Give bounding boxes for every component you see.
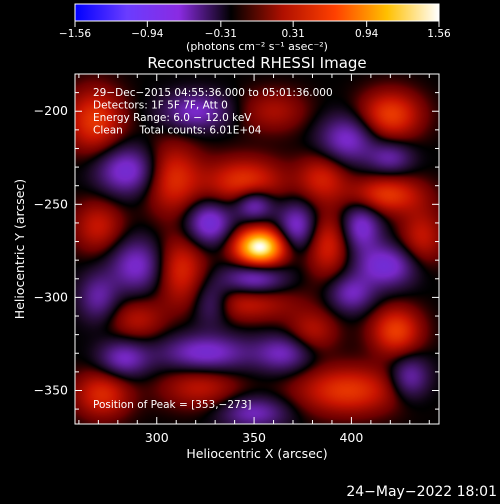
colorbar-ticks: −1.56 −0.94 −0.31 0.31 0.94 1.56	[59, 21, 451, 40]
observation-info: 29−Dec−2015 04:55:36.000 to 05:01:36.000…	[93, 87, 333, 137]
colorbar	[74, 3, 440, 22]
colorbar-unit-label: (photons cm⁻² s⁻¹ asec⁻²)	[186, 40, 328, 53]
x-tick-label: 300	[145, 430, 169, 445]
observation-info-line: 29−Dec−2015 04:55:36.000 to 05:01:36.000	[93, 87, 333, 99]
y-axis-ticks: −200 −250 −300 −350	[34, 73, 439, 410]
y-tick-label: −300	[34, 289, 68, 304]
y-tick-label: −250	[34, 196, 68, 211]
observation-info-line: Detectors: 1F 5F 7F, Att 0	[93, 100, 228, 112]
observation-info-line: Clean Total counts: 6.01E+04	[93, 125, 262, 137]
colorbar-tick-label: −0.31	[205, 28, 237, 40]
observation-info-line: Energy Range: 6.0 − 12.0 keV	[93, 112, 252, 124]
colorbar-tick-label: −1.56	[59, 28, 91, 40]
heatmap-raster	[75, 74, 439, 424]
y-tick-label: −350	[34, 382, 68, 397]
plot-frame	[74, 73, 440, 425]
x-tick-label: 350	[242, 430, 266, 445]
x-axis-label: Heliocentric X (arcsec)	[186, 446, 327, 461]
y-tick-label: −200	[34, 103, 68, 118]
footer-timestamp: 24−May−2022 18:01	[346, 484, 497, 500]
x-tick-label: 400	[339, 430, 363, 445]
colorbar-tick-label: 0.94	[355, 28, 379, 40]
x-axis-ticks: 300 350 400	[78, 74, 430, 445]
colorbar-tick-label: 0.31	[281, 28, 304, 40]
heatmap-image	[75, 74, 439, 424]
y-axis-label: Heliocentric Y (arcsec)	[12, 179, 27, 319]
peak-position-label: Position of Peak = [353,−273]	[93, 399, 252, 411]
chart-title: Reconstructed RHESSI Image	[147, 54, 366, 72]
colorbar-tick-label: 1.56	[427, 28, 451, 40]
colorbar-tick-label: −0.94	[131, 28, 163, 40]
